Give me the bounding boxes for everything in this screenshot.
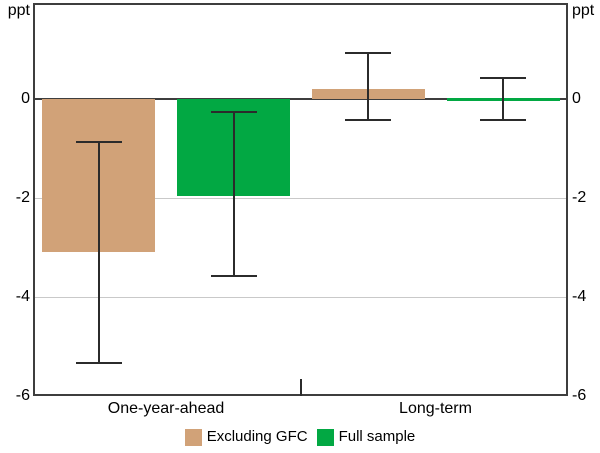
error-bar-cap-top [75, 141, 122, 144]
plot-area [33, 3, 568, 396]
y-tick-label-left-2: -2 [15, 189, 30, 206]
error-bar-cap-bottom [345, 119, 391, 122]
plot-frame [33, 3, 568, 396]
gridline-4 [33, 296, 568, 298]
error-bar-full-sample-one-year-ahead [210, 111, 257, 278]
legend-item-excluding-gfc: Excluding GFC [184, 428, 308, 446]
legend-label-excluding-gfc: Excluding GFC [206, 428, 308, 445]
error-bar-cap-bottom [210, 275, 257, 278]
y-axis-unit-right: ppt [572, 2, 595, 19]
category-separator-tick [299, 379, 302, 396]
y-axis-unit-left: ppt [7, 2, 30, 19]
error-bar-cap-top [210, 111, 257, 114]
error-bar-excluding-gfc-one-year-ahead [75, 141, 122, 364]
x-category-label-one-year-ahead: One-year-ahead [107, 400, 225, 417]
legend-item-full-sample: Full sample [316, 428, 416, 446]
y-tick-label-right-6: -6 [572, 387, 587, 404]
error-bar-cap-bottom [75, 361, 122, 364]
y-tick-label-left-4: -4 [15, 288, 30, 305]
error-bar-stem [502, 76, 504, 122]
y-tick-label-left-6: -6 [15, 387, 30, 404]
error-bar-cap-bottom [480, 119, 526, 122]
legend-label-full-sample: Full sample [338, 428, 416, 445]
axis-tick-zero-right [561, 98, 568, 100]
y-tick-label-right-2: -2 [572, 189, 587, 206]
error-bar-excluding-gfc-long-term [345, 51, 391, 122]
legend-swatch-full-sample [316, 428, 334, 446]
y-tick-label-right-0: 0 [572, 90, 581, 107]
error-bar-full-sample-long-term [480, 76, 526, 122]
error-bar-cap-top [345, 51, 391, 54]
x-category-label-long-term: Long-term [399, 400, 472, 417]
axis-tick-zero-left [33, 98, 40, 100]
error-bar-stem [232, 111, 235, 278]
zero-line [33, 98, 568, 100]
y-tick-label-right-4: -4 [572, 288, 587, 305]
error-bar-stem [367, 51, 369, 122]
legend: Excluding GFC Full sample [0, 428, 600, 446]
y-tick-label-left-0: 0 [21, 90, 30, 107]
error-bar-stem [97, 141, 100, 364]
error-bar-cap-top [480, 76, 526, 79]
legend-swatch-excluding-gfc [184, 428, 202, 446]
gridline-2 [33, 197, 568, 199]
